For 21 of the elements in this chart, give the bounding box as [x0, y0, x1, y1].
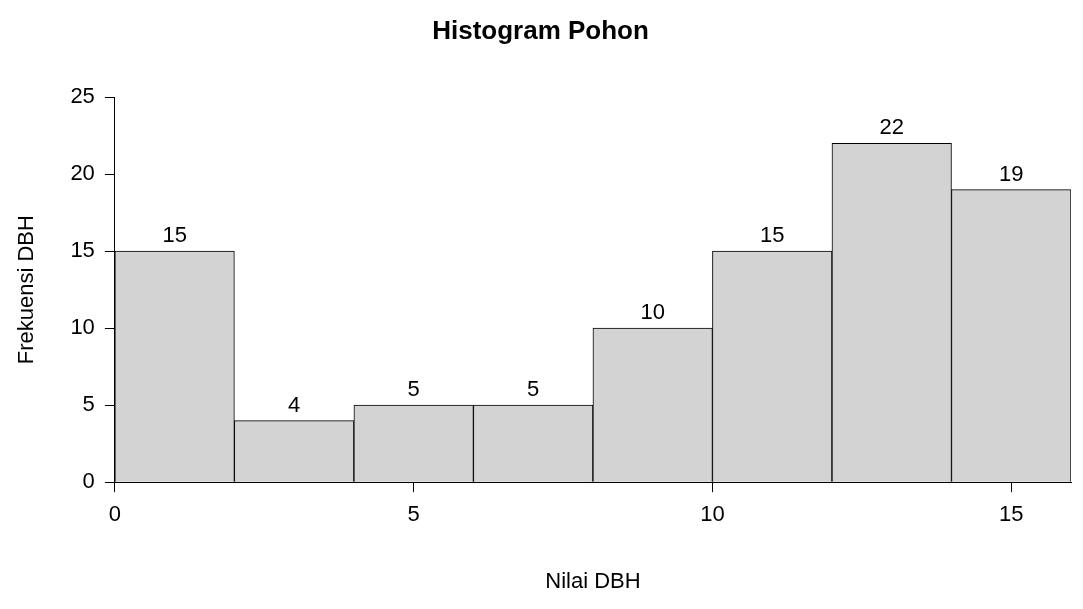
data-label: 15: [162, 222, 187, 248]
data-label: 10: [640, 299, 665, 325]
chart-title: Histogram Pohon: [432, 14, 649, 45]
y-axis-title: Frekuensi DBH: [13, 215, 39, 365]
x-tick-label: 10: [700, 501, 725, 527]
y-tick-label: 20: [70, 160, 95, 186]
data-label: 5: [527, 376, 540, 402]
y-tick-label: 15: [70, 237, 95, 263]
data-label: 4: [288, 391, 301, 417]
data-label: 5: [407, 376, 420, 402]
x-axis-title: Nilai DBH: [545, 567, 641, 593]
data-label: 22: [879, 114, 904, 140]
x-tick-label: 5: [407, 501, 420, 527]
x-tick-label: 0: [108, 501, 121, 527]
y-tick-label: 0: [82, 468, 95, 494]
x-tick-label: 15: [999, 501, 1024, 527]
y-tick-label: 10: [70, 314, 95, 340]
y-tick-label: 25: [70, 83, 95, 109]
data-label: 15: [759, 222, 785, 248]
data-label: 19: [999, 160, 1024, 186]
y-tick-label: 5: [82, 391, 95, 417]
